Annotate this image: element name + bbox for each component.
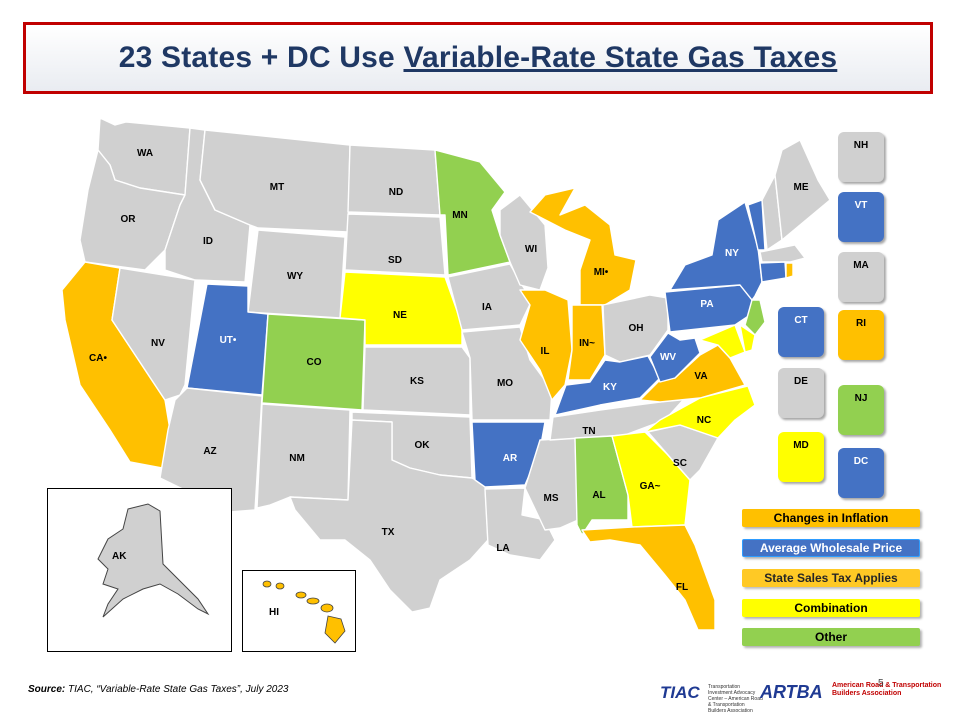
state-MN[interactable] [434,149,511,276]
hawaii-shape: HI [262,580,346,644]
label-PA: PA [700,299,713,310]
legend-other: Other [742,628,920,646]
page-title: 23 States + DC Use Variable-Rate State G… [119,41,838,75]
state-SD[interactable] [344,213,446,276]
state-CO[interactable] [261,313,366,411]
label-MN: MN [452,210,468,221]
state-TN[interactable] [549,397,686,441]
tile-VT[interactable]: VT [838,192,884,242]
source-text: TIAC, “Variable-Rate State Gas Taxes”, J… [65,684,289,695]
label-CO: CO [307,357,322,368]
label-GA: GA~ [640,481,661,492]
state-RI[interactable] [785,262,794,279]
tile-NH[interactable]: NH [838,132,884,182]
label-MI: MI• [594,267,609,278]
label-IL: IL [541,346,550,357]
alaska-shape: AK [97,503,210,618]
state-CT[interactable] [759,261,787,283]
state-KS[interactable] [362,346,471,416]
state-DE[interactable] [739,324,756,353]
title-banner: 23 States + DC Use Variable-Rate State G… [23,22,933,94]
label-WI: WI [525,244,537,255]
state-WV[interactable] [649,332,701,383]
alaska-inset: AK [47,488,232,652]
tile-MA[interactable]: MA [838,252,884,302]
legend-inflation: Changes in Inflation [742,509,920,527]
state-TX[interactable] [289,419,489,613]
state-ME[interactable] [774,139,831,241]
state-OH[interactable] [602,294,669,363]
legend-wholesale: Average Wholesale Price [742,539,920,557]
legend-sales-tax: State Sales Tax Applies [742,569,920,587]
label-HI: HI [269,607,279,618]
state-NJ[interactable] [744,299,766,336]
title-underlined: Variable-Rate State Gas Taxes [403,41,838,74]
state-NE[interactable] [339,271,463,346]
label-IA: IA [482,302,492,313]
state-LA[interactable] [484,487,556,561]
label-MT: MT [270,182,284,193]
state-VT[interactable] [747,199,766,251]
tile-RI[interactable]: RI [838,310,884,360]
label-AR: AR [503,453,518,464]
label-NV: NV [151,338,165,349]
label-CA: CA• [89,353,107,364]
legend-combination: Combination [742,599,920,617]
hawaii-inset: HI [242,570,356,652]
label-AK: AK [112,551,127,562]
tile-DC[interactable]: DC [838,448,884,498]
state-MA[interactable] [759,244,806,263]
tiac-logo: TIAC Transportation Investment Advocacy C… [660,683,763,714]
state-IL[interactable] [519,289,573,401]
label-AL: AL [592,490,605,501]
tile-MD[interactable]: MD [778,432,824,482]
state-AR[interactable] [471,421,546,488]
label-SD: SD [388,255,402,266]
label-NM: NM [289,453,305,464]
label-SC: SC [673,458,687,469]
label-AZ: AZ [203,446,216,457]
page-number: 5 [878,678,884,689]
tile-DE[interactable]: DE [778,368,824,418]
artba-logo-text: American Road & Transportation Builders … [832,682,942,697]
label-MO: MO [497,378,513,389]
tiac-logo-subtitle: Transportation Investment Advocacy Cente… [708,684,763,714]
state-NY[interactable] [669,201,763,301]
label-NE: NE [393,310,407,321]
label-OR: OR [121,214,137,225]
label-TX: TX [382,527,395,538]
label-KY: KY [603,382,617,393]
label-VA: VA [694,371,707,382]
label-TN: TN [582,426,595,437]
label-IN: IN~ [579,338,595,349]
label-ME: ME [794,182,809,193]
label-MS: MS [544,493,559,504]
label-NY: NY [725,248,739,259]
label-KS: KS [410,376,424,387]
tiac-logo-text: TIAC [660,683,700,702]
title-prefix: 23 States + DC Use [118,41,404,74]
label-OK: OK [415,440,431,451]
state-GA[interactable] [611,431,691,528]
state-IN[interactable] [567,304,606,381]
source-note: Source: TIAC, “Variable-Rate State Gas T… [28,684,288,695]
label-WA: WA [137,148,153,159]
label-OH: OH [629,323,644,334]
tile-NJ[interactable]: NJ [838,385,884,435]
tile-CT[interactable]: CT [778,307,824,357]
label-UT: UT• [220,335,237,346]
state-ND[interactable] [347,144,441,216]
state-FL[interactable] [581,524,716,631]
label-LA: LA [496,543,509,554]
artba-logo: ARTBA [760,682,823,702]
state-MD[interactable] [699,324,746,359]
label-WY: WY [287,271,303,282]
label-FL: FL [676,582,688,593]
label-NC: NC [697,415,711,426]
source-label: Source: [28,684,66,695]
label-ND: ND [389,187,403,198]
label-ID: ID [203,236,213,247]
label-WV: WV [660,352,676,363]
